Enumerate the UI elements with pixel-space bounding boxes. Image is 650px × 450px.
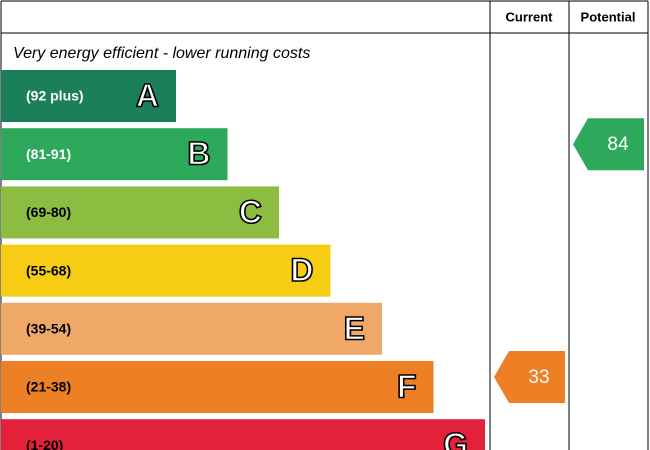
band-range: (81-91) — [26, 146, 71, 162]
band-letter: G — [443, 427, 468, 450]
band-bar — [1, 244, 331, 297]
band-letter: C — [239, 194, 262, 230]
band-letter: F — [397, 368, 417, 404]
band-bar — [1, 419, 485, 450]
band-bar — [1, 302, 382, 355]
band-bar — [1, 70, 176, 122]
band-letter: E — [344, 310, 365, 346]
band-bar — [1, 186, 279, 239]
band-range: (1-20) — [26, 437, 63, 450]
band-letter: A — [136, 77, 159, 113]
band-range: (92 plus) — [26, 88, 84, 104]
band-letter: D — [290, 252, 313, 288]
band-range: (21-38) — [26, 379, 71, 395]
potential-header: Potential — [581, 9, 636, 24]
band-range: (39-54) — [26, 321, 71, 337]
band-letter: B — [187, 136, 210, 172]
current-value: 33 — [528, 367, 549, 388]
band-bar — [1, 128, 228, 181]
band-bar — [1, 361, 434, 413]
potential-value: 84 — [607, 134, 629, 155]
subtitle: Very energy efficient - lower running co… — [13, 45, 310, 62]
band-range: (55-68) — [26, 262, 71, 278]
band-range: (69-80) — [26, 204, 71, 220]
current-header: Current — [506, 9, 554, 24]
potential-arrow — [573, 118, 644, 171]
current-arrow — [494, 351, 565, 403]
